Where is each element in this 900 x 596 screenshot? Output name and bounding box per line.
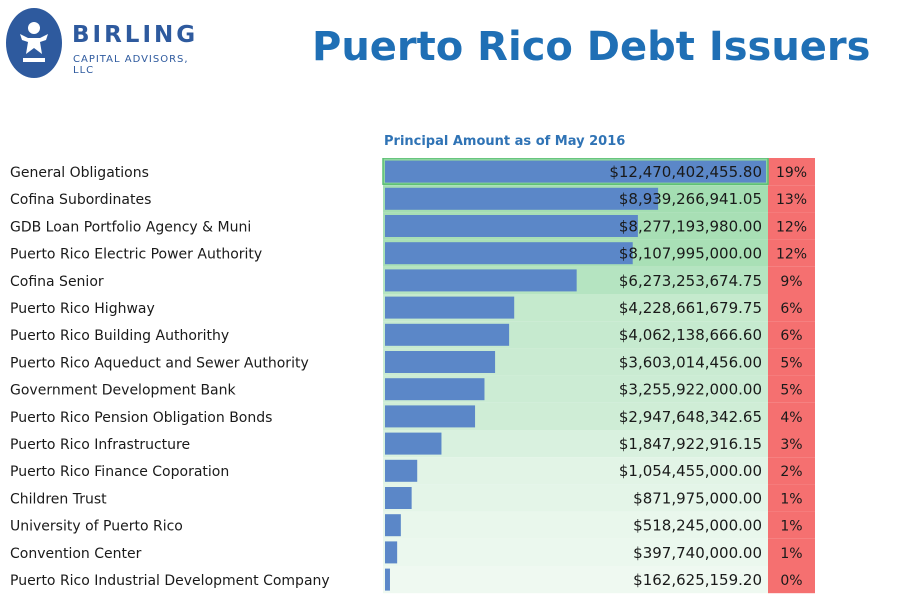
value-label: $518,245,000.00 — [633, 517, 762, 535]
value-label: $871,975,000.00 — [633, 489, 762, 507]
category-label: Convention Center — [10, 546, 142, 562]
person-emblem-icon — [20, 22, 48, 62]
heat-cell — [383, 430, 768, 458]
data-bar — [385, 487, 412, 509]
category-label: Puerto Rico Finance Coporation — [10, 464, 229, 480]
category-label: Puerto Rico Pension Obligation Bonds — [10, 410, 272, 426]
percent-label: 4% — [780, 410, 802, 426]
value-label: $3,255,922,000.00 — [619, 381, 762, 399]
page-title: Puerto Rico Debt Issuers — [312, 24, 871, 70]
percent-cell — [768, 402, 815, 430]
category-label: Government Development Bank — [10, 383, 237, 399]
percent-cell — [768, 212, 815, 240]
percent-label: 9% — [780, 274, 802, 290]
percent-cell — [768, 457, 815, 485]
value-label: $1,847,922,916.15 — [619, 435, 762, 453]
percent-cell — [768, 239, 815, 267]
value-label: $8,939,266,941.05 — [619, 190, 762, 208]
data-bar — [385, 323, 510, 346]
data-bar — [385, 432, 442, 455]
value-label: $1,054,455,000.00 — [619, 462, 762, 480]
percent-cell — [768, 375, 815, 403]
percent-label: 12% — [776, 219, 807, 235]
value-label: $4,062,138,666.60 — [619, 326, 762, 344]
percent-label: 0% — [780, 573, 802, 589]
heat-cell — [383, 457, 768, 485]
percent-label: 1% — [780, 519, 802, 535]
data-bar — [385, 514, 401, 537]
percent-cell — [768, 430, 815, 458]
percent-cell — [768, 294, 815, 322]
data-bar — [385, 296, 515, 319]
data-bar — [385, 405, 476, 428]
value-label: $2,947,648,342.65 — [619, 408, 762, 426]
percent-cell — [768, 511, 815, 539]
birling-logo: BIRLING CAPITAL ADVISORS, LLC — [6, 8, 206, 84]
category-label: Puerto Rico Electric Power Authority — [10, 247, 262, 263]
category-label: University of Puerto Rico — [10, 519, 183, 535]
category-label: Children Trust — [10, 491, 107, 507]
value-label: $6,273,253,674.75 — [619, 272, 762, 290]
percent-cell — [768, 158, 815, 186]
percent-cell — [768, 266, 815, 294]
data-bar — [385, 160, 766, 183]
value-label: $12,470,402,455.80 — [609, 163, 762, 181]
category-label: Puerto Rico Industrial Development Compa… — [10, 573, 330, 589]
category-label: Puerto Rico Infrastructure — [10, 437, 190, 453]
category-label: Cofina Senior — [10, 274, 104, 290]
chart-subtitle: Principal Amount as of May 2016 — [384, 134, 626, 149]
logo-subtitle: CAPITAL ADVISORS, LLC — [73, 54, 189, 76]
data-bar — [385, 351, 496, 373]
data-bar — [385, 187, 659, 210]
data-bar — [385, 541, 398, 564]
value-label: $4,228,661,679.75 — [619, 299, 762, 317]
value-label: $8,107,995,000.00 — [619, 245, 762, 263]
heat-cell — [383, 538, 768, 566]
percent-cell — [768, 321, 815, 349]
value-label: $397,740,000.00 — [633, 544, 762, 562]
percent-label: 6% — [780, 328, 802, 344]
percent-label: 12% — [776, 247, 807, 263]
percent-cell — [768, 538, 815, 566]
data-bar — [385, 242, 633, 265]
category-label: Cofina Subordinates — [10, 192, 151, 208]
data-bar — [385, 568, 390, 591]
logo-emblem — [6, 8, 62, 78]
top-row-outline — [382, 158, 769, 185]
category-label: Puerto Rico Highway — [10, 301, 155, 317]
logo-wordmark: BIRLING — [72, 22, 199, 48]
percent-cell — [768, 484, 815, 512]
data-bar — [385, 459, 418, 482]
percent-label: 5% — [780, 355, 802, 371]
percent-cell — [768, 566, 815, 594]
category-label: General Obligations — [10, 165, 149, 181]
heat-cell — [383, 511, 768, 539]
percent-label: 2% — [780, 464, 802, 480]
category-label: GDB Loan Portfolio Agency & Muni — [10, 219, 251, 235]
percent-label: 19% — [776, 165, 807, 181]
value-label: $3,603,014,456.00 — [619, 353, 762, 371]
heat-cell — [383, 484, 768, 512]
debt-issuers-chart: General Obligations $12,470,402,455.80 19%… — [10, 158, 815, 594]
percent-cell — [768, 348, 815, 376]
percent-label: 1% — [780, 491, 802, 507]
percent-label: 5% — [780, 383, 802, 399]
value-label: $162,625,159.20 — [633, 571, 762, 589]
data-bar — [385, 378, 485, 401]
value-label: $8,277,193,980.00 — [619, 217, 762, 235]
category-label: Puerto Rico Aqueduct and Sewer Authority — [10, 355, 309, 371]
percent-label: 13% — [776, 192, 807, 208]
data-bar — [385, 269, 577, 292]
percent-label: 1% — [780, 546, 802, 562]
percent-label: 6% — [780, 301, 802, 317]
category-label: Puerto Rico Building Authorithy — [10, 328, 229, 344]
percent-cell — [768, 185, 815, 213]
data-bar — [385, 215, 638, 237]
heat-cell — [383, 566, 768, 594]
percent-label: 3% — [780, 437, 802, 453]
